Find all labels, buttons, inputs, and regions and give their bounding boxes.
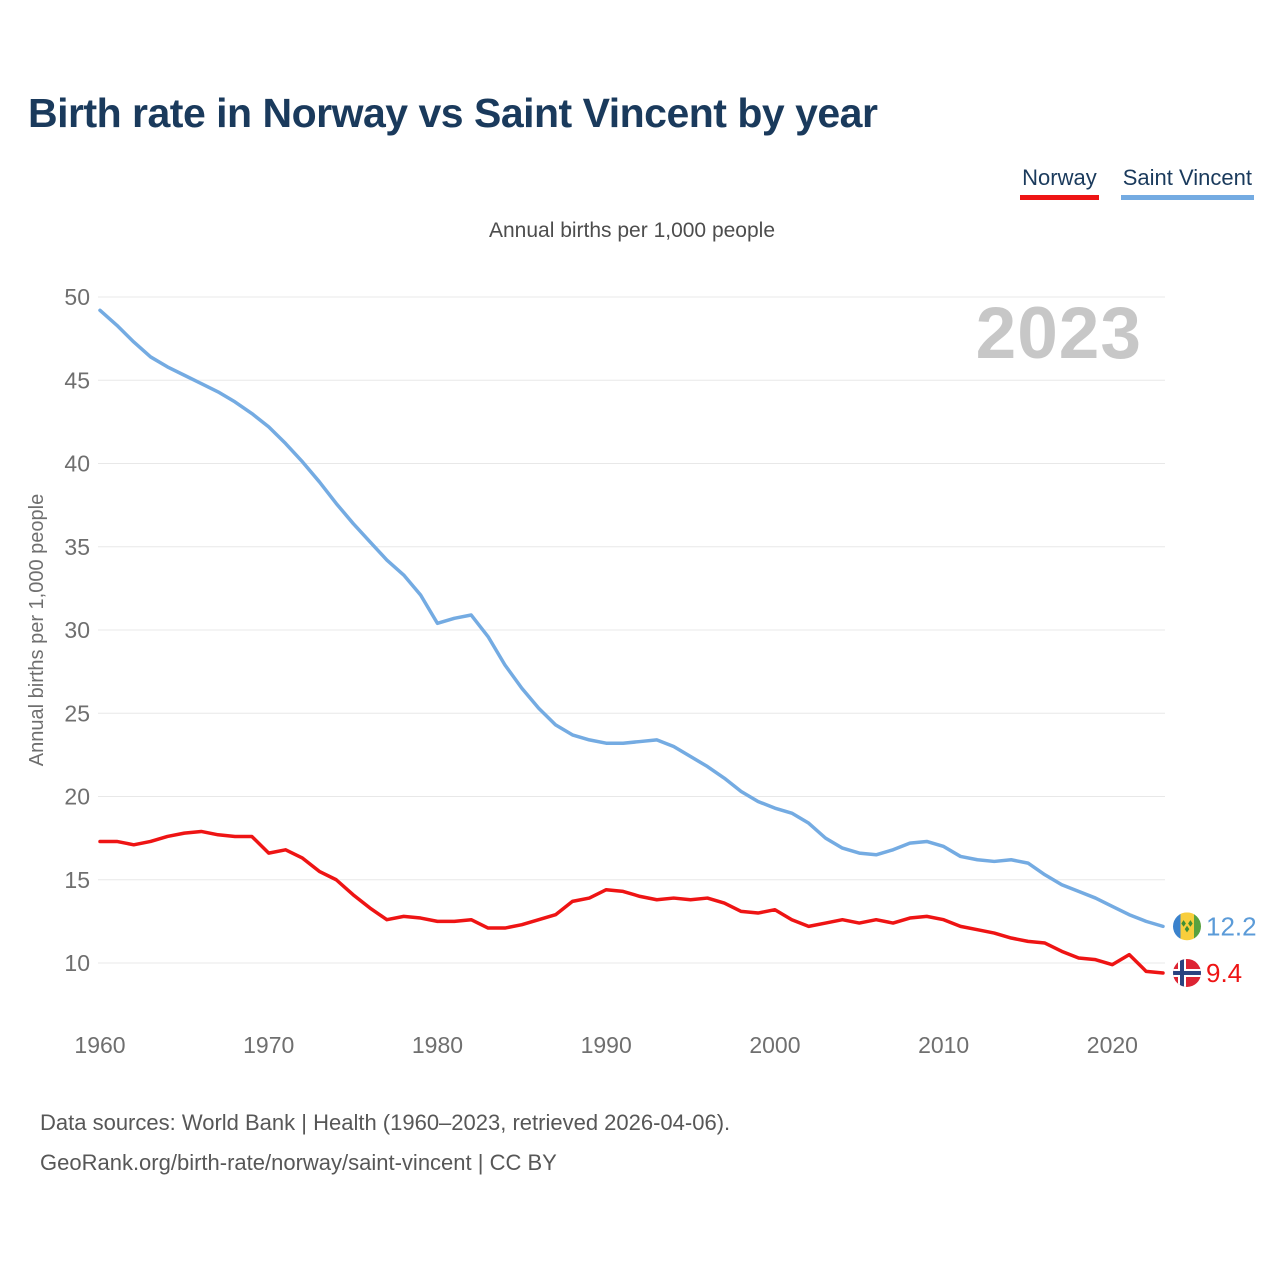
- x-tick-label: 1980: [412, 1032, 463, 1058]
- legend-label-norway: Norway: [1022, 165, 1097, 190]
- footer-sources: Data sources: World Bank | Health (1960–…: [40, 1110, 731, 1135]
- legend-item-norway[interactable]: Norway: [1020, 165, 1099, 200]
- y-tick-label: 15: [64, 867, 90, 893]
- saint-vincent-flag-icon: [1173, 912, 1201, 941]
- chart-subtitle: Annual births per 1,000 people: [488, 219, 776, 242]
- y-tick-label: 10: [64, 950, 90, 976]
- y-tick-label: 45: [64, 367, 90, 393]
- norway-end-value: 9.4: [1206, 958, 1242, 988]
- footer: Data sources: World Bank | Health (1960–…: [40, 1103, 730, 1183]
- gridlines: [98, 296, 1165, 964]
- legend-label-saint-vincent: Saint Vincent: [1122, 165, 1252, 190]
- legend-swatch-norway: [1020, 195, 1099, 200]
- watermark-year: 2023: [975, 293, 1142, 374]
- x-tick-label: 2000: [749, 1032, 800, 1058]
- x-tick-label: 2020: [1087, 1032, 1138, 1058]
- y-tick-label: 35: [64, 534, 90, 560]
- legend: Norway Saint Vincent: [1020, 165, 1254, 200]
- legend-swatch-saint-vincent: [1120, 195, 1254, 200]
- x-tick-label: 1960: [74, 1032, 125, 1058]
- y-tick-label: 40: [64, 451, 90, 477]
- norway-flag-icon: [1173, 958, 1201, 987]
- saint-vincent-end-value: 12.2: [1206, 911, 1257, 941]
- norway-line[interactable]: [98, 829, 1165, 975]
- x-tick-label: 1970: [243, 1032, 294, 1058]
- y-tick-label: 20: [64, 784, 90, 810]
- y-axis-title: Annual births per 1,000 people: [26, 494, 48, 766]
- legend-item-saint-vincent[interactable]: Saint Vincent: [1120, 165, 1254, 200]
- y-tick-label: 25: [64, 700, 90, 726]
- y-tick-label: 50: [64, 284, 90, 310]
- x-tick-label: 1990: [581, 1032, 632, 1058]
- footer-attribution: GeoRank.org/birth-rate/norway/saint-vinc…: [40, 1150, 557, 1175]
- y-tick-labels: 10 15 20 25 30 35 40 45 50: [64, 284, 90, 976]
- x-tick-label: 2010: [918, 1032, 969, 1058]
- y-tick-label: 30: [64, 617, 90, 643]
- page-title: Birth rate in Norway vs Saint Vincent by…: [28, 90, 878, 136]
- x-tick-labels: 1960 1970 1980 1990 2000 2010 2020: [74, 1032, 1138, 1058]
- saint-vincent-line[interactable]: [98, 308, 1165, 929]
